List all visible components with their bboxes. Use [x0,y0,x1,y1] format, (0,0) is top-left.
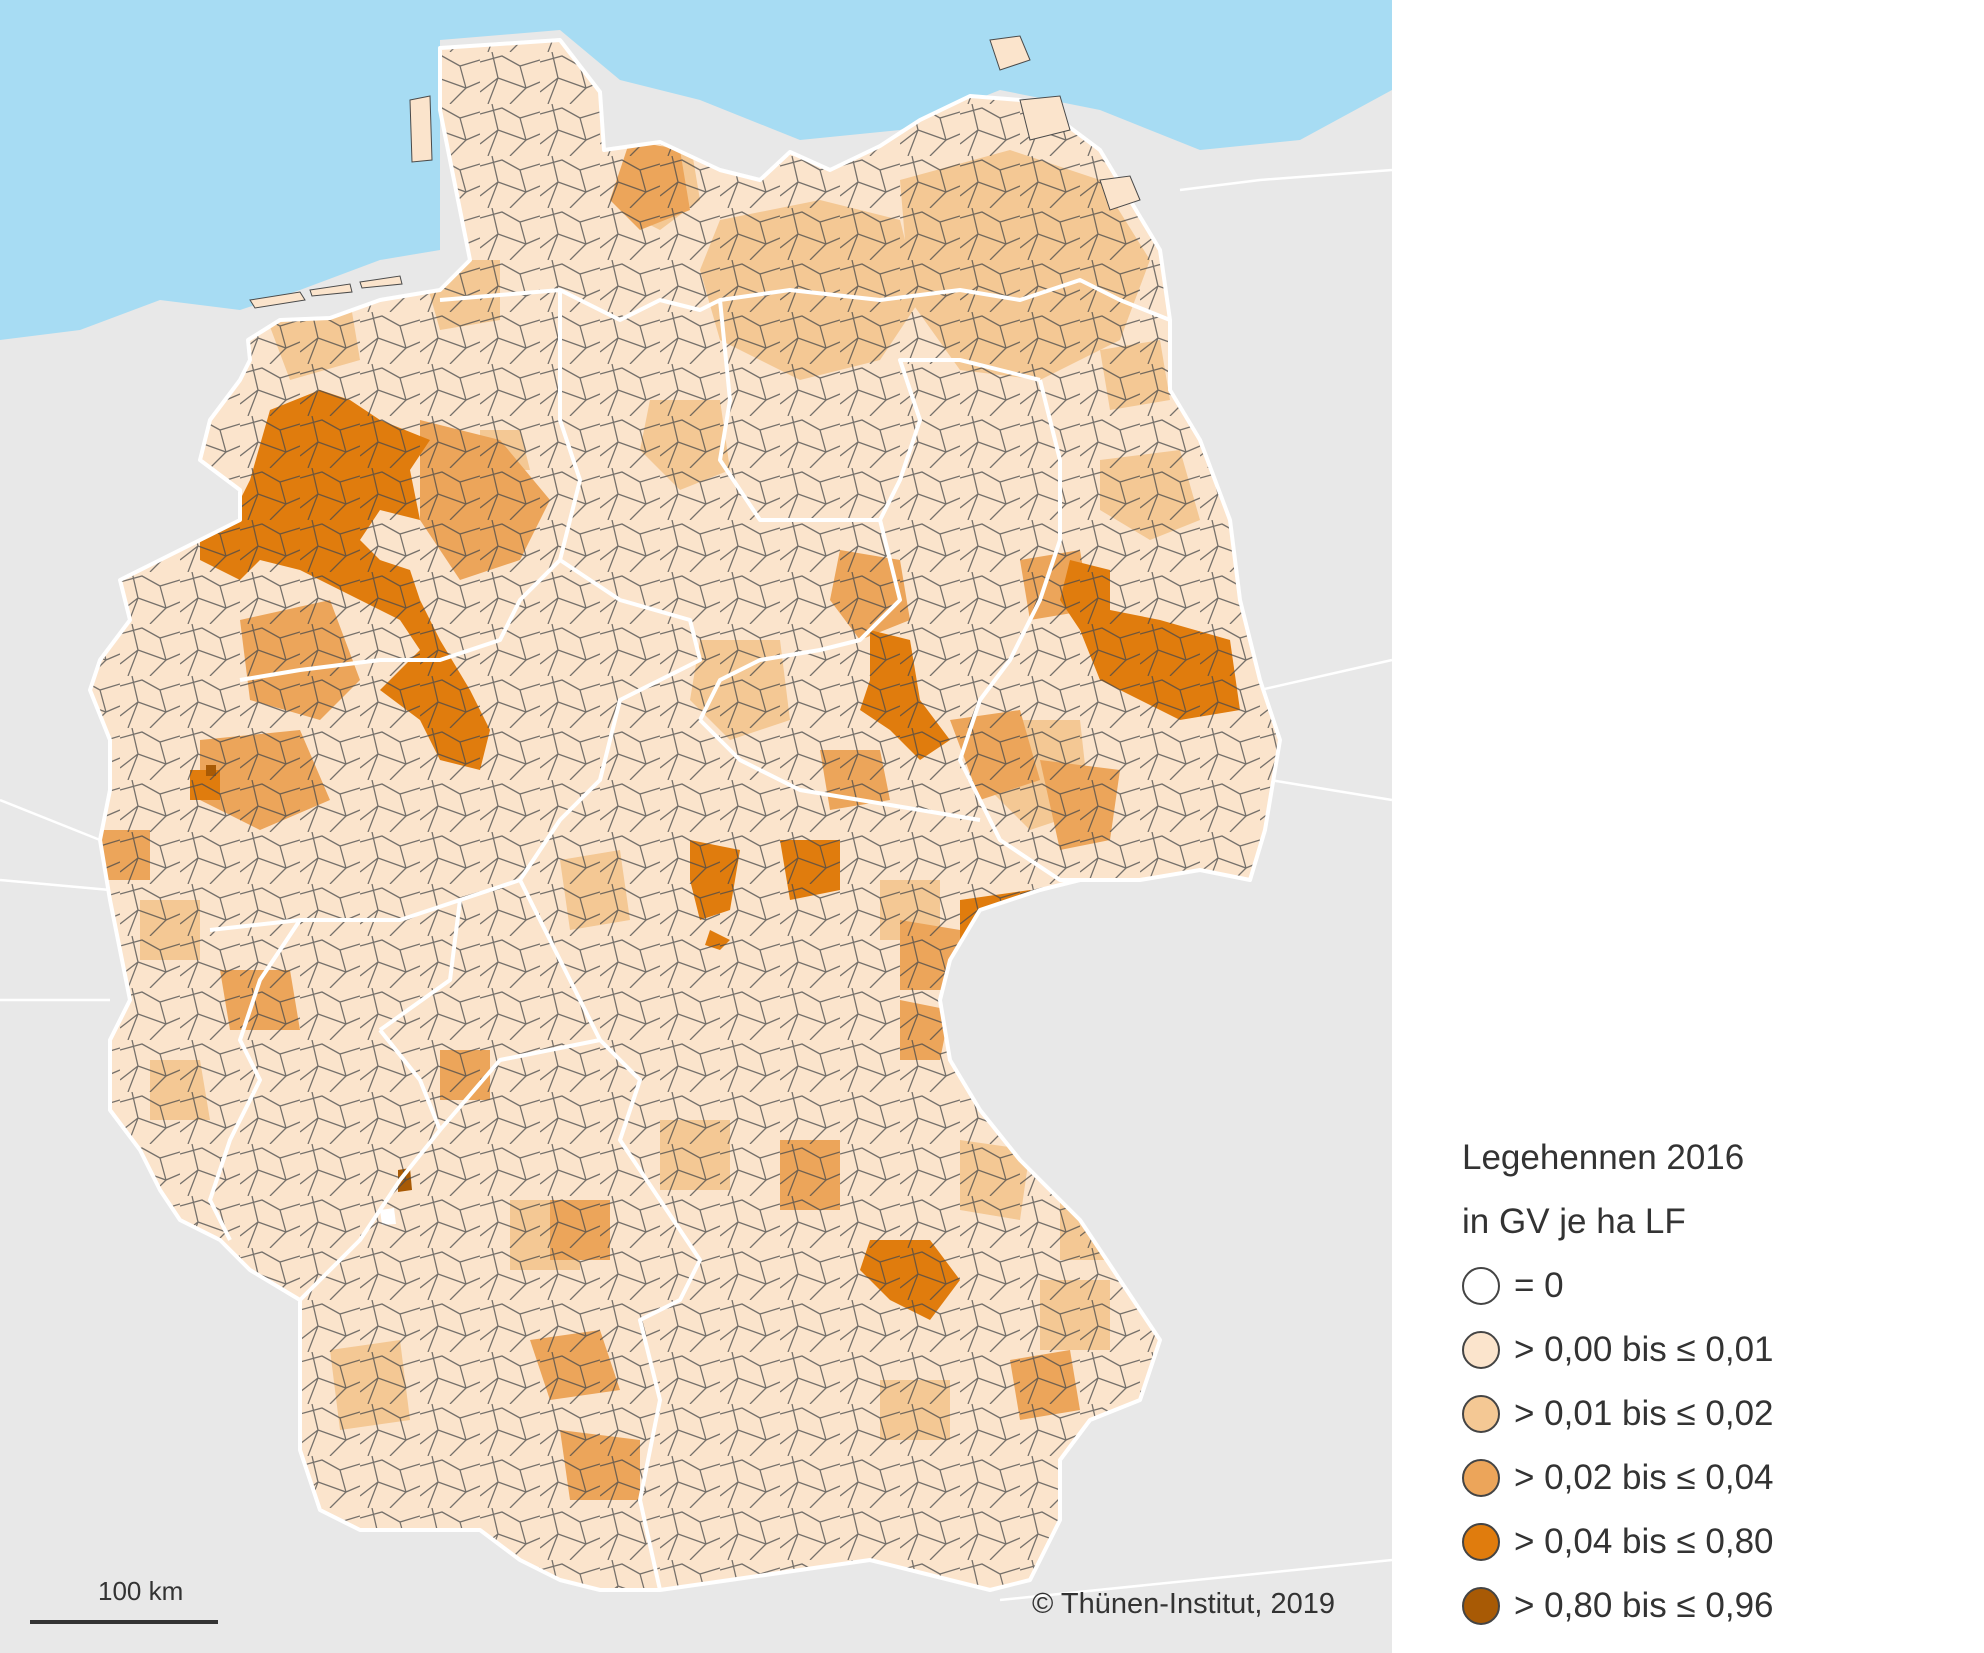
scale-bar-label: 100 km [98,1576,184,1606]
legend-item-label: > 0,80 bis ≤ 0,96 [1514,1586,1774,1625]
legend-item-label: > 0,00 bis ≤ 0,01 [1514,1330,1774,1369]
legend-swatch-circle-icon [1462,1331,1500,1369]
legend-item: > 0,01 bis ≤ 0,02 [1462,1382,1942,1446]
legend-item-label: = 0 [1514,1266,1564,1305]
north-sea-islands [249,35,1141,309]
legend: Legehennen 2016 in GV je ha LF = 0 > 0,00… [1462,1126,1942,1638]
legend-item: > 0,02 bis ≤ 0,04 [1462,1446,1942,1510]
legend-swatch-circle-icon [1462,1267,1500,1305]
copyright-notice: © Thünen-Institut, 2019 [1032,1588,1335,1620]
legend-title-line1: Legehennen 2016 [1462,1138,1745,1177]
scale-bar-line [30,1620,218,1624]
legend-item: > 0,00 bis ≤ 0,01 [1462,1318,1942,1382]
legend-item: = 0 [1462,1254,1942,1318]
legend-title-line2: in GV je ha LF [1462,1202,1686,1241]
legend-item-label: > 0,04 bis ≤ 0,80 [1514,1522,1774,1561]
neighbor-borders [0,168,1393,1602]
legend-item-label: > 0,01 bis ≤ 0,02 [1514,1394,1774,1433]
legend-swatch-circle-icon [1462,1459,1500,1497]
legend-swatch-circle-icon [1462,1587,1500,1625]
germany-outline [88,38,1282,1592]
legend-swatch-circle-icon [1462,1395,1500,1433]
legend-swatch-circle-icon [1462,1523,1500,1561]
legend-item: > 0,80 bis ≤ 0,96 [1462,1574,1942,1638]
legend-items: = 0 > 0,00 bis ≤ 0,01 > 0,01 bis ≤ 0,02 > 0… [1462,1254,1942,1638]
legend-item-label: > 0,02 bis ≤ 0,04 [1514,1458,1774,1497]
legend-item: > 0,04 bis ≤ 0,80 [1462,1510,1942,1574]
